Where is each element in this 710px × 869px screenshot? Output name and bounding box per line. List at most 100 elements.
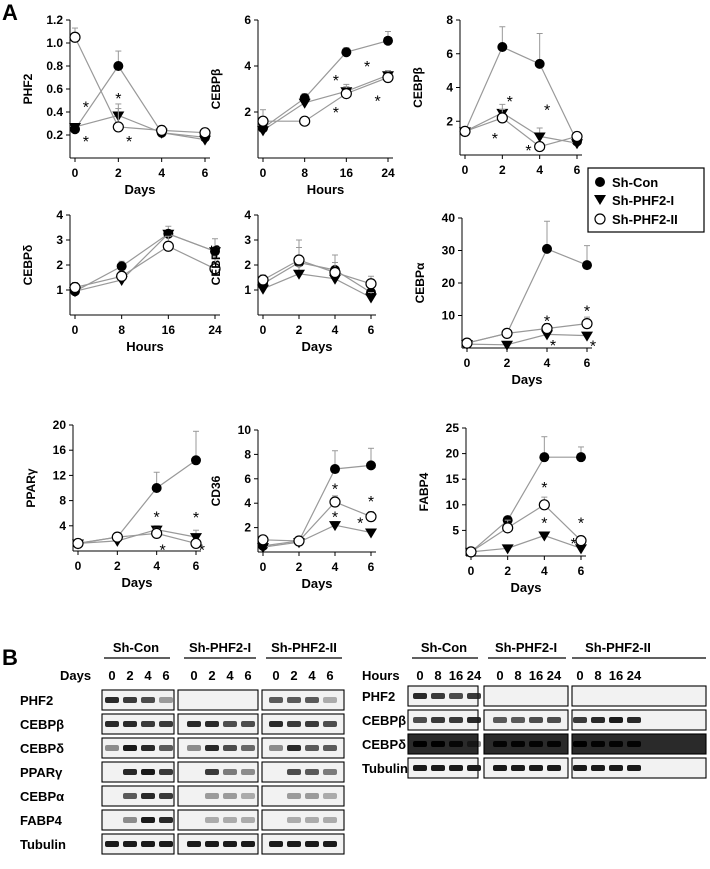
x-tick-label: 2	[115, 166, 122, 180]
data-point	[541, 322, 553, 335]
blot-band	[591, 741, 605, 747]
x-tick-label: 24	[381, 166, 395, 180]
blot-band	[323, 793, 337, 799]
y-tick-label: 20	[442, 276, 456, 290]
blot-panel-frame	[177, 785, 259, 807]
data-point	[257, 284, 269, 295]
blot-band	[547, 717, 561, 723]
blot-band	[241, 793, 255, 799]
blot-band	[205, 769, 219, 775]
series-line	[77, 532, 197, 544]
x-tick-label: 2	[296, 560, 303, 574]
data-point	[465, 546, 477, 558]
data-point	[156, 124, 168, 136]
x-tick-label: 0	[462, 163, 469, 177]
series-sh-phf2-i	[72, 525, 202, 550]
x-axis-label: Days	[121, 575, 152, 590]
y-tick-label: 3	[244, 233, 251, 247]
series-line	[262, 74, 389, 131]
blot-band	[141, 697, 155, 703]
blot-row-label: Tubulin	[362, 761, 408, 776]
blot-lane-label: 0	[496, 668, 503, 683]
blot-band	[547, 741, 561, 747]
blot-panel-frame	[177, 689, 259, 711]
series-sh-phf2-i	[257, 265, 377, 304]
x-tick-label: 0	[468, 564, 475, 578]
blot-band	[187, 721, 201, 727]
data-point	[501, 544, 514, 555]
y-tick-label: 6	[446, 47, 453, 61]
chart-8-cd36: 2 4 6 8 10 0 2 4 6 Days CD36 * * * *	[209, 423, 377, 591]
y-tick-label: 4	[56, 208, 63, 222]
blot-row-ppar: PPARγ	[20, 761, 345, 783]
blot-row-label: CEBPβ	[20, 717, 64, 732]
blot-band	[573, 765, 587, 771]
blot-band	[323, 697, 337, 703]
series-line	[74, 233, 216, 292]
blot-band	[187, 841, 201, 847]
blot-band	[529, 717, 543, 723]
data-point	[72, 537, 84, 550]
y-tick-label: 12	[53, 468, 67, 482]
series-line	[262, 273, 372, 299]
data-point	[298, 98, 311, 109]
y-tick-label: 16	[53, 443, 67, 457]
blot-band	[305, 697, 319, 703]
y-tick-label: 6	[244, 472, 251, 486]
data-point	[365, 293, 377, 304]
blot-panel-frame	[101, 713, 175, 735]
series-line	[262, 40, 389, 129]
series-sh-phf2-ii	[459, 108, 583, 153]
significance-star: *	[544, 102, 550, 119]
blot-band	[449, 741, 463, 747]
series-line	[470, 534, 582, 553]
significance-star: *	[571, 536, 577, 553]
y-tick-label: 25	[446, 421, 460, 435]
blot-lane-label: 24	[627, 668, 642, 683]
y-tick-label: 1.0	[46, 36, 63, 50]
y-tick-label: 20	[53, 418, 67, 432]
blot-lane-label: 0	[416, 668, 423, 683]
blot-band	[269, 841, 283, 847]
series-line	[464, 46, 578, 142]
blot-band	[413, 765, 427, 771]
significance-star: *	[332, 482, 338, 499]
y-tick-label: 1	[56, 283, 63, 297]
significance-star: *	[541, 480, 547, 497]
y-tick-label: 4	[244, 59, 251, 73]
significance-star: *	[525, 143, 531, 160]
blot-band	[431, 693, 445, 699]
blot-band	[159, 841, 173, 847]
blot-band	[105, 745, 119, 751]
y-tick-label: 2	[56, 258, 63, 272]
blot-lane-label: 0	[272, 668, 279, 683]
blot-lane-label: 24	[467, 668, 482, 683]
blot-band	[529, 765, 543, 771]
blot-band	[105, 721, 119, 727]
blot-band	[287, 697, 301, 703]
y-axis-label: PHF2	[21, 73, 35, 104]
data-point	[69, 122, 81, 133]
series-sh-phf2-i	[69, 108, 211, 146]
blot-band	[511, 765, 525, 771]
data-point	[575, 535, 587, 547]
series-line	[262, 501, 372, 542]
blot-band	[159, 745, 173, 751]
x-axis-label: Days	[511, 372, 542, 387]
significance-star: *	[357, 516, 363, 533]
blot-band	[241, 745, 255, 751]
x-tick-label: 0	[260, 560, 267, 574]
blot-band	[431, 717, 445, 723]
blot-band	[223, 769, 237, 775]
blot-band	[141, 769, 155, 775]
blot-band	[241, 769, 255, 775]
blot-row-tubulin: Tubulin	[20, 833, 345, 855]
significance-star: *	[578, 516, 584, 533]
blot-band	[305, 817, 319, 823]
blot-lane-label: 6	[162, 668, 169, 683]
blot-panel-frame	[101, 689, 175, 711]
blot-band	[305, 793, 319, 799]
blot-panel-frame	[101, 833, 175, 855]
blot-band	[123, 721, 137, 727]
